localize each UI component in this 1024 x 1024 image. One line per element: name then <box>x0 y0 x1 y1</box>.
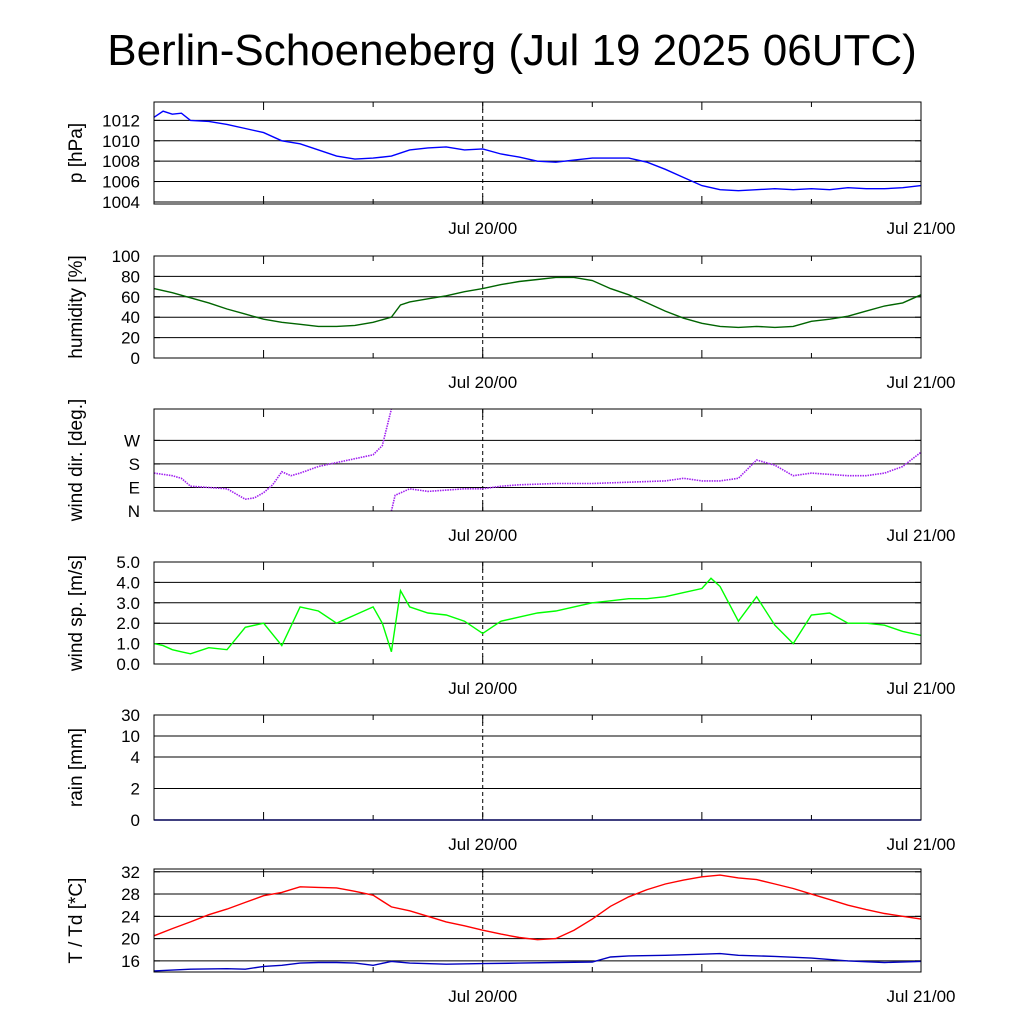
y-tick-label: S <box>129 455 140 474</box>
humidity-series <box>153 276 922 329</box>
wind_dir-series <box>390 451 922 512</box>
y-tick-label: 3.0 <box>116 594 140 613</box>
y-tick-label: 1008 <box>102 152 140 171</box>
y-tick-label: 0 <box>131 349 140 368</box>
y-tick-label: 4 <box>131 748 140 767</box>
plot-frame <box>153 561 922 665</box>
y-tick-label: 10 <box>121 727 140 746</box>
x-tick-label: Jul 21/00 <box>887 679 956 698</box>
y-tick-label: 32 <box>121 863 140 882</box>
y-tick-label: W <box>124 431 140 450</box>
y-axis-label: p [hPa] <box>66 123 87 183</box>
y-tick-label: 0 <box>131 811 140 830</box>
y-axis-label: rain [mm] <box>66 728 87 807</box>
y-tick-label: 20 <box>121 930 140 949</box>
plot-frame <box>153 101 922 205</box>
y-tick-label: 16 <box>121 952 140 971</box>
y-tick-label: 0.0 <box>116 655 140 674</box>
y-tick-label: E <box>129 478 140 497</box>
chart-title: Berlin-Schoeneberg (Jul 19 2025 06UTC) <box>107 26 917 75</box>
x-tick-label: Jul 21/00 <box>887 987 956 1006</box>
y-tick-label: 1.0 <box>116 635 140 654</box>
y-axis-label: wind dir. [deg.] <box>66 399 87 523</box>
x-tick-label: Jul 20/00 <box>448 219 517 238</box>
x-tick-label: Jul 21/00 <box>887 219 956 238</box>
x-tick-label: Jul 20/00 <box>448 679 517 698</box>
y-tick-label: 40 <box>121 308 140 327</box>
y-tick-label: 1012 <box>102 111 140 130</box>
x-tick-label: Jul 20/00 <box>448 526 517 545</box>
y-tick-label: 100 <box>112 247 140 266</box>
plot-frame <box>153 408 922 512</box>
wind_speed-series <box>153 577 922 655</box>
plot-frame <box>153 868 922 973</box>
y-tick-label: 5.0 <box>116 553 140 572</box>
y-tick-label: 28 <box>121 885 140 904</box>
temperature-series <box>153 874 922 941</box>
y-tick-label: 1006 <box>102 173 140 192</box>
pressure-series <box>153 110 922 192</box>
x-tick-label: Jul 20/00 <box>448 835 517 854</box>
x-tick-label: Jul 20/00 <box>448 373 517 392</box>
y-tick-label: 24 <box>121 907 140 926</box>
y-axis-label: T / Td [*C] <box>66 878 87 964</box>
plot-frame <box>153 714 922 821</box>
y-tick-label: 20 <box>121 329 140 348</box>
y-tick-label: N <box>128 502 140 521</box>
y-tick-label: 60 <box>121 288 140 307</box>
x-tick-label: Jul 20/00 <box>448 987 517 1006</box>
dewpoint-series <box>153 952 922 972</box>
y-tick-label: 4.0 <box>116 573 140 592</box>
y-tick-label: 2 <box>131 780 140 799</box>
x-tick-label: Jul 21/00 <box>887 373 956 392</box>
y-axis-label: wind sp. [m/s] <box>66 555 87 672</box>
y-tick-label: 1004 <box>102 193 140 212</box>
y-axis-label: humidity [%] <box>66 255 87 358</box>
y-tick-label: 1010 <box>102 132 140 151</box>
wind_dir-series <box>153 408 393 501</box>
y-tick-label: 80 <box>121 267 140 286</box>
x-tick-label: Jul 21/00 <box>887 835 956 854</box>
y-tick-label: 2.0 <box>116 614 140 633</box>
plot-frame <box>153 255 922 359</box>
y-tick-label: 30 <box>121 706 140 725</box>
x-tick-label: Jul 21/00 <box>887 526 956 545</box>
